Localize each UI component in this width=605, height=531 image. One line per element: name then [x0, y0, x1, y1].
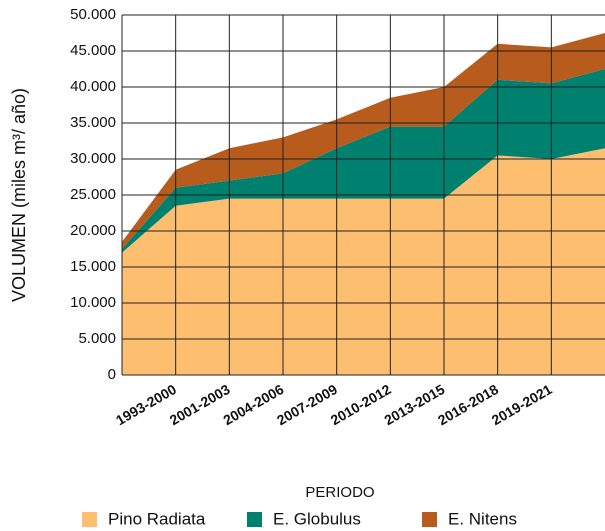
legend-label: E. Globulus	[273, 509, 361, 528]
x-tick-label: 2001-2003	[167, 381, 233, 428]
area	[122, 148, 605, 375]
y-tick-label: 0	[108, 366, 116, 383]
plot-area	[122, 33, 605, 375]
grid	[121, 14, 605, 376]
y-tick-label: 40.000	[70, 78, 116, 95]
x-axis-label: PERIODO	[305, 484, 374, 501]
y-tick-label: 45.000	[70, 42, 116, 59]
y-tick-label: 10.000	[70, 294, 116, 311]
y-tick-label: 50.000	[70, 6, 116, 23]
y-tick-label: 25.000	[70, 186, 116, 203]
x-tick-label: 2010-2012	[328, 381, 394, 428]
x-tick-label: 2004-2006	[220, 381, 286, 428]
y-tick-label: 15.000	[70, 258, 116, 275]
x-tick-label: 2016-2018	[435, 381, 501, 428]
x-tick-label: 2007-2009	[274, 381, 340, 428]
legend-swatch	[247, 512, 262, 527]
area	[122, 69, 605, 253]
y-tick-label: 5.000	[78, 330, 116, 347]
y-tick-label: 35.000	[70, 114, 116, 131]
x-tick-label: 1993-2000	[113, 381, 179, 428]
legend-swatch	[422, 512, 437, 527]
legend-swatch	[82, 512, 97, 527]
legend-label: Pino Radiata	[108, 509, 206, 528]
y-tick-label: 30.000	[70, 150, 116, 167]
x-tick-label: 2019-2021	[489, 381, 555, 428]
legend-label: E. Nitens	[448, 509, 517, 528]
x-tick-label: 2013-2015	[381, 381, 447, 428]
y-tick-label: 20.000	[70, 222, 116, 239]
y-axis-label: VOLUMEN (miles m³/ año)	[9, 88, 29, 302]
